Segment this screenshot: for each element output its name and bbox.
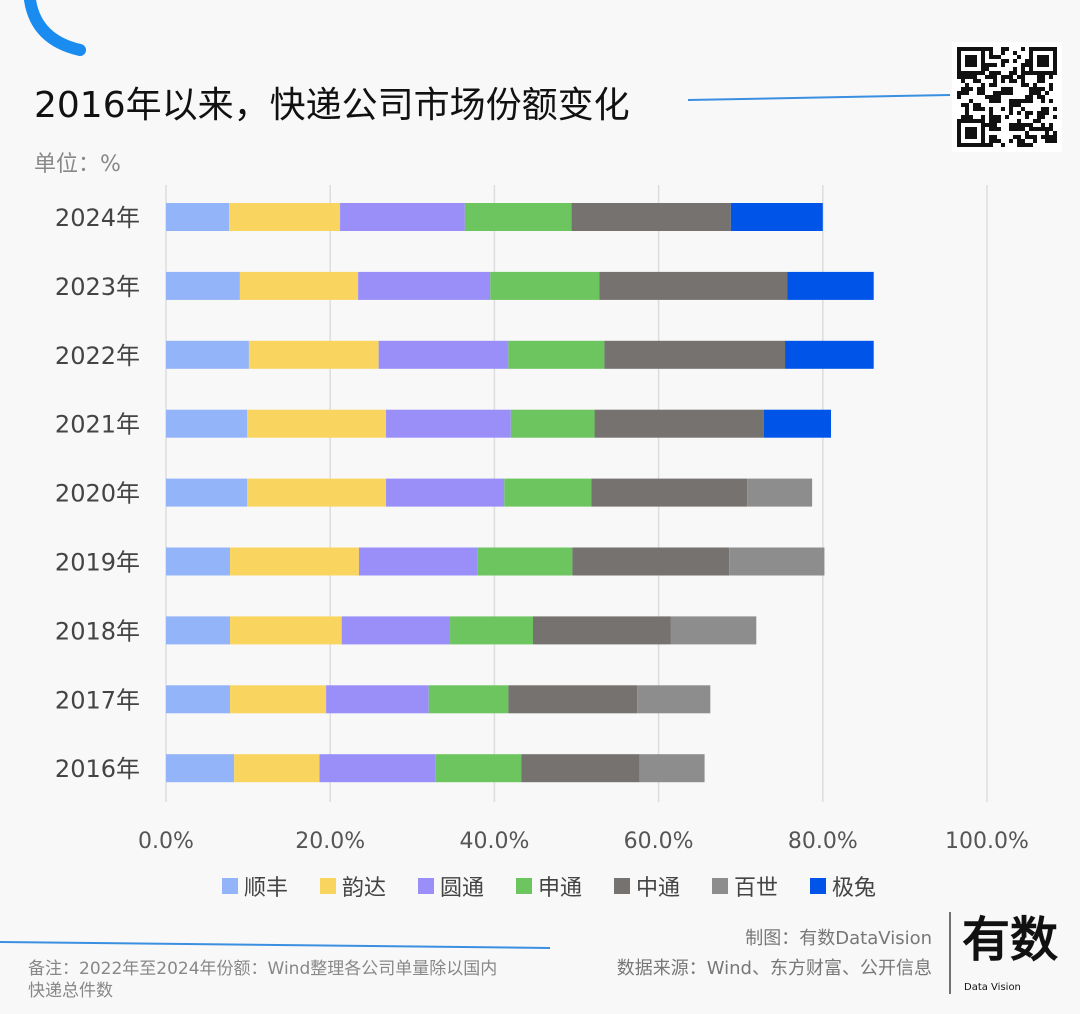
legend-swatch <box>222 878 238 894</box>
y-tick-label: 2022年 <box>55 342 140 370</box>
bar-segment <box>571 203 731 231</box>
bar-segment <box>747 478 813 507</box>
decor-arc <box>24 0 86 56</box>
bar-segment <box>234 754 320 783</box>
bar-segment <box>247 478 387 507</box>
bar-segment <box>239 271 359 300</box>
bar-segment <box>428 685 509 714</box>
footnote: 备注：2022年至2024年份额：Wind整理各公司单量除以国内快递总件数 <box>28 959 498 1001</box>
bar-segment <box>477 547 573 576</box>
bar-segment <box>604 340 786 369</box>
legend-label: 百世 <box>734 876 778 901</box>
bar-segment <box>670 616 757 645</box>
credits: 制图：有数DataVision 数据来源：Wind、东方财富、公开信息 <box>617 924 932 984</box>
bar-segment <box>532 616 671 645</box>
bar-segment <box>166 409 248 438</box>
legend-label: 顺丰 <box>244 876 288 901</box>
bar-segment <box>230 547 359 576</box>
data-source: 数据来源：Wind、东方财富、公开信息 <box>616 958 932 979</box>
bar-segment <box>591 478 748 507</box>
bar-segment <box>166 271 240 300</box>
page-title: 2016年以来，快递公司市场份额变化 <box>34 85 630 126</box>
unit-label: 单位：% <box>34 152 121 177</box>
footer-rule <box>0 941 551 949</box>
y-tick-label: 2023年 <box>55 273 140 301</box>
made-by: 制图：有数DataVision <box>745 928 932 949</box>
bar-segment <box>639 754 705 783</box>
bar-segment <box>490 271 600 300</box>
bar-segment <box>637 685 711 714</box>
legend-swatch <box>712 878 728 894</box>
y-tick-label: 2019年 <box>55 549 140 577</box>
legend-label: 圆通 <box>440 876 484 901</box>
title-rule <box>687 94 951 101</box>
legend-label: 韵达 <box>342 876 386 901</box>
legend-swatch <box>614 878 630 894</box>
bar-segment <box>464 203 572 231</box>
x-tick-label: 0.0% <box>138 829 194 854</box>
x-tick-label: 100.0% <box>945 829 1029 854</box>
legend-swatch <box>810 878 826 894</box>
bar-segment <box>166 478 248 507</box>
y-tick-label: 2016年 <box>55 755 140 783</box>
bar-segment <box>599 271 788 300</box>
bar-segment <box>166 340 249 369</box>
bar-segment <box>508 685 638 714</box>
legend-swatch <box>516 878 532 894</box>
bar-segment <box>729 547 825 576</box>
y-tick-label: 2017年 <box>55 686 140 714</box>
bar-segment <box>508 340 605 369</box>
bar-segment <box>785 340 874 369</box>
y-tick-label: 2021年 <box>55 411 140 439</box>
logo: 有数 <box>962 912 1058 968</box>
y-tick-label: 2024年 <box>55 204 140 232</box>
bar-segment <box>504 478 592 507</box>
y-tick-label: 2020年 <box>55 480 140 508</box>
legend-label: 中通 <box>636 876 680 901</box>
bar-segment <box>248 340 379 369</box>
bar-segment <box>340 203 465 231</box>
legend-label: 极兔 <box>832 876 876 901</box>
legend-label: 申通 <box>538 876 582 901</box>
bar-segment <box>378 340 509 369</box>
bar-segment <box>763 409 832 438</box>
bar-segment <box>510 409 595 438</box>
bar-segment <box>319 754 436 783</box>
qr-code <box>952 42 1062 152</box>
bar-segment <box>358 547 478 576</box>
bar-segment <box>521 754 640 783</box>
bar-segment <box>166 616 231 645</box>
bar-segment <box>386 409 511 438</box>
bar-segment <box>572 547 730 576</box>
bar-segment <box>230 616 342 645</box>
logo-sub: Data Vision <box>964 982 1021 993</box>
bar-segment <box>386 478 505 507</box>
bar-segment <box>730 203 823 231</box>
legend-swatch <box>320 878 336 894</box>
bar-segment <box>341 616 451 645</box>
bar-segment <box>247 409 387 438</box>
x-tick-label: 60.0% <box>624 829 694 854</box>
bar-segment <box>166 685 231 714</box>
bar-segment <box>166 754 235 783</box>
legend-swatch <box>418 878 434 894</box>
bar-segment <box>230 685 327 714</box>
bar-segment <box>787 271 874 300</box>
x-tick-label: 80.0% <box>788 829 858 854</box>
bar-segment <box>594 409 764 438</box>
bar-segment <box>358 271 491 300</box>
bar-segment <box>326 685 429 714</box>
bar-segment <box>450 616 533 645</box>
bar-segment <box>435 754 522 783</box>
y-tick-label: 2018年 <box>55 617 140 645</box>
x-tick-label: 20.0% <box>295 829 365 854</box>
bar-segment <box>229 203 341 231</box>
x-tick-label: 40.0% <box>459 829 529 854</box>
bar-segment <box>166 547 231 576</box>
bar-segment <box>166 203 230 231</box>
